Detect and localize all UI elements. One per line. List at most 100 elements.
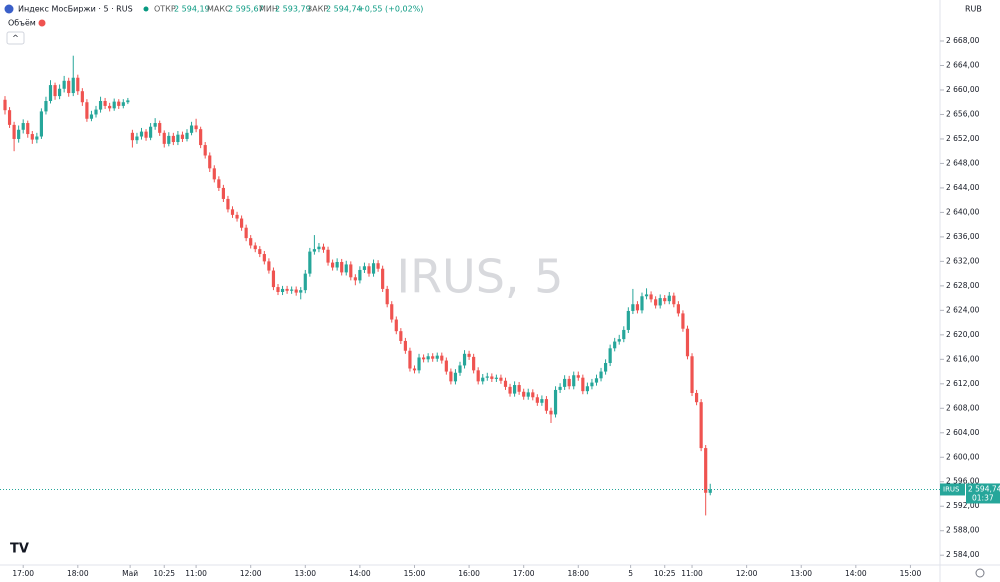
x-tick-label: 14:00 (845, 569, 867, 578)
candle-body (676, 304, 680, 314)
candle-body (135, 136, 139, 141)
candle-body (490, 376, 494, 379)
candle-body (139, 131, 144, 137)
candle-body (80, 91, 84, 103)
x-tick-label: 18:00 (567, 569, 589, 578)
y-tick-label: 2 592,00 (946, 501, 980, 510)
candle-body (631, 304, 635, 311)
candle-body (326, 249, 330, 263)
collapse-icon[interactable]: ^ (12, 34, 19, 43)
candle-body (417, 357, 421, 371)
currency-button[interactable] (960, 2, 992, 16)
candle-body (426, 356, 430, 360)
y-tick-label: 2 656,00 (946, 109, 980, 118)
candle-body (494, 377, 498, 379)
candle-body (340, 261, 344, 273)
y-tick-label: 2 668,00 (946, 36, 980, 45)
y-tick-label: 2 604,00 (946, 428, 980, 437)
candle-body (435, 355, 439, 359)
candle-body (408, 350, 412, 369)
x-tick-label: 16:00 (458, 569, 480, 578)
candle-body (7, 110, 12, 125)
ohlc-label: ОТКР (154, 5, 176, 14)
candle-body (53, 85, 57, 97)
x-tick-label: 18:00 (67, 569, 89, 578)
candle-body (240, 218, 244, 228)
candle-body (512, 385, 517, 394)
candle-body (508, 386, 512, 394)
candle-body (308, 251, 312, 274)
candle-body (558, 386, 562, 390)
price-tag (966, 483, 1000, 504)
candle-body (685, 328, 690, 357)
x-tick-label: 5 (628, 569, 633, 578)
header: Индекс МосБиржи · 5 · RUS ОТКР 2 594,19 … (4, 2, 992, 578)
candle-body (249, 238, 253, 246)
candle-body (321, 246, 326, 250)
x-tick-label: 14:00 (349, 569, 371, 578)
candle-body (39, 111, 43, 137)
candle-body (481, 377, 485, 382)
candle-body (290, 289, 294, 291)
ohlc-value: 2 594,74 (326, 5, 362, 14)
candle-body (21, 123, 25, 130)
candle-body (367, 266, 371, 274)
candle-body (67, 80, 71, 94)
candle-body (681, 313, 685, 329)
candle-body (581, 377, 585, 392)
candle-body (553, 389, 558, 415)
candle-body (262, 254, 266, 262)
candle-body (517, 385, 521, 392)
candle-body (221, 187, 225, 199)
candle-body (522, 391, 526, 397)
x-tick-label: 12:00 (240, 569, 262, 578)
collapse-button[interactable] (6, 31, 25, 45)
candle-body (626, 310, 630, 330)
x-tick-label: 11:00 (681, 569, 703, 578)
x-tick-label: Май (122, 569, 138, 578)
candle-body (376, 263, 380, 269)
candle-body (3, 99, 7, 111)
candle-body (167, 135, 171, 144)
price-tag-label: 2 594,74 (968, 484, 1000, 493)
candle-body (26, 123, 30, 135)
candle-body (658, 298, 662, 306)
candle-body (121, 102, 125, 106)
candle-body (162, 132, 166, 144)
candle-body (540, 399, 544, 403)
candle-body (390, 304, 394, 320)
ohlc-change: +0,55 (+0,02%) (358, 5, 423, 14)
candle-body (235, 214, 239, 219)
candle-body (117, 101, 121, 106)
y-tick-label: 2 628,00 (946, 281, 980, 290)
x-tick-label: 17:00 (513, 569, 535, 578)
candle-body (98, 101, 103, 110)
candle-body (453, 372, 458, 382)
y-tick-label: 2 612,00 (946, 379, 980, 388)
candle-body (694, 392, 699, 403)
candle-body (608, 348, 612, 363)
ohlc-value: 2 594,19 (174, 5, 210, 14)
candle-body (44, 101, 48, 112)
candle-body (640, 296, 644, 311)
flag-icon (4, 4, 14, 14)
candle-body (690, 356, 694, 393)
candle-body (672, 295, 676, 305)
candle-body (217, 179, 221, 188)
watermark: IRUS, 5 (397, 250, 564, 304)
candle-body (35, 136, 39, 140)
candle-body (294, 289, 298, 293)
candle-body (285, 288, 289, 291)
x-tick-label: 13:00 (294, 569, 316, 578)
candle-body (458, 365, 462, 373)
candle-body (563, 378, 567, 387)
candle-body (476, 370, 480, 382)
y-tick-label: 2 588,00 (946, 526, 980, 535)
y-tick-label: 2 600,00 (946, 452, 980, 461)
candle-body (613, 341, 617, 349)
currency[interactable]: RUB (965, 5, 982, 14)
candle-body (358, 269, 362, 281)
candle-body (108, 105, 112, 109)
settings-icon[interactable] (975, 568, 985, 578)
